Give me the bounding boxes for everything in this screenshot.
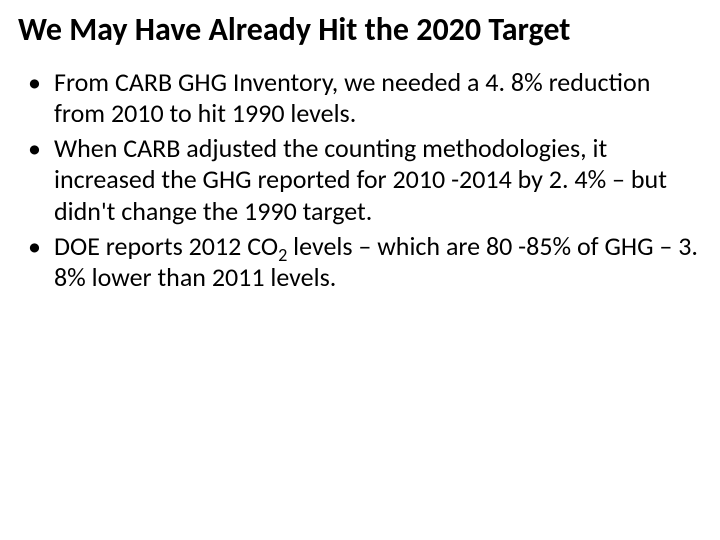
bullet-text: From CARB GHG Inventory, we needed a 4. … <box>54 66 650 129</box>
slide-title: We May Have Already Hit the 2020 Target <box>18 12 702 49</box>
bullet-item: DOE reports 2012 CO2 levels – which are … <box>18 231 702 293</box>
bullet-item: When CARB adjusted the counting methodol… <box>18 133 702 227</box>
bullet-item: From CARB GHG Inventory, we needed a 4. … <box>18 67 702 129</box>
bullet-text-pre: DOE reports 2012 CO <box>54 230 278 262</box>
bullet-list: From CARB GHG Inventory, we needed a 4. … <box>18 67 702 293</box>
bullet-text: When CARB adjusted the counting methodol… <box>54 132 667 226</box>
